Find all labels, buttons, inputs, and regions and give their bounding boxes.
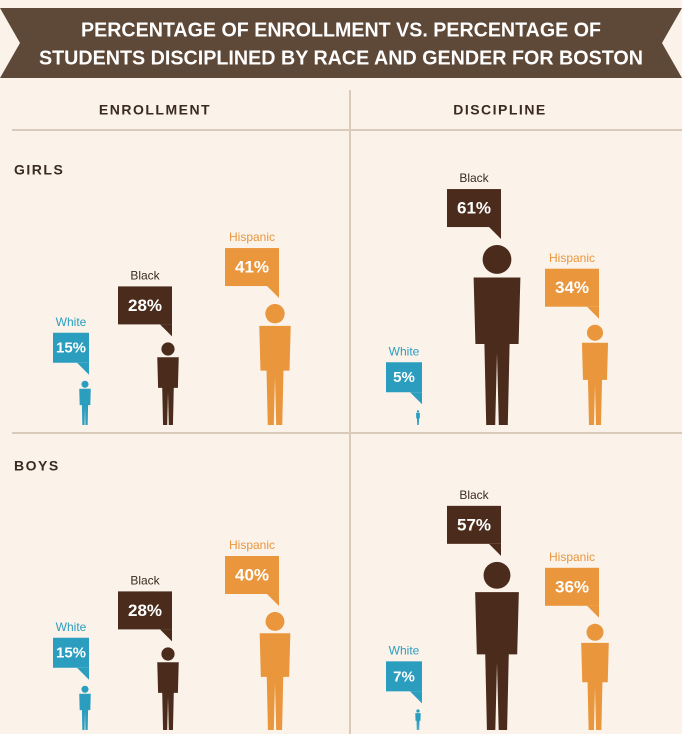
- figure-body: [259, 325, 291, 425]
- category-label: Black: [459, 488, 489, 502]
- figure-head: [81, 685, 89, 693]
- column-header: ENROLLMENT: [99, 102, 211, 118]
- value-label: 40%: [235, 565, 269, 584]
- category-label: Black: [459, 171, 489, 185]
- callout-box: [225, 248, 279, 287]
- value-label: 28%: [128, 296, 162, 315]
- category-label: White: [389, 644, 420, 658]
- figure: [581, 623, 609, 730]
- value-label: 7%: [393, 668, 415, 685]
- category-label: Black: [130, 574, 160, 588]
- category-label: Hispanic: [229, 538, 275, 552]
- figure-head: [482, 245, 512, 274]
- figure-head: [586, 623, 604, 641]
- figure: [259, 304, 291, 425]
- row-header: GIRLS: [14, 162, 64, 178]
- figure-body: [415, 713, 421, 730]
- figure-body: [157, 662, 179, 730]
- figure-body: [475, 592, 519, 730]
- title-line: PERCENTAGE OF ENROLLMENT VS. PERCENTAGE …: [81, 19, 601, 41]
- callout-tail: [77, 362, 89, 375]
- figure-head: [161, 647, 175, 661]
- callout-tail: [587, 306, 599, 319]
- figure: [415, 709, 421, 730]
- figure-body: [157, 357, 179, 425]
- column-header: DISCIPLINE: [453, 102, 547, 118]
- figure: [416, 410, 420, 425]
- figure-body: [416, 412, 420, 425]
- callout-box: [386, 362, 422, 393]
- figure-head: [81, 380, 89, 388]
- callout-box: [118, 591, 172, 630]
- title-banner: [0, 8, 682, 78]
- callout-box: [545, 268, 599, 307]
- figure-head: [586, 324, 604, 341]
- callout-tail: [410, 392, 422, 405]
- callout-box: [545, 567, 599, 606]
- figure: [79, 380, 91, 425]
- figure-body: [79, 693, 91, 730]
- figure: [259, 612, 291, 730]
- figure-body: [79, 388, 91, 425]
- value-label: 28%: [128, 601, 162, 620]
- callout-tail: [489, 227, 501, 240]
- value-label: 15%: [56, 340, 86, 357]
- category-label: Hispanic: [549, 550, 595, 564]
- callout-tail: [77, 667, 89, 680]
- figure: [473, 245, 521, 425]
- value-label: 5%: [393, 369, 415, 386]
- callout-box: [225, 556, 279, 594]
- row-header: BOYS: [14, 458, 60, 474]
- callout-tail: [160, 629, 172, 642]
- figure-body: [473, 277, 521, 425]
- figure-head: [265, 304, 285, 324]
- category-label: Hispanic: [229, 230, 275, 244]
- figure-head: [416, 410, 420, 413]
- callout-box: [447, 189, 501, 228]
- category-label: White: [56, 315, 87, 329]
- value-label: 36%: [555, 577, 589, 596]
- value-label: 34%: [555, 278, 589, 297]
- figure-body: [581, 642, 609, 730]
- figure-head: [265, 612, 285, 631]
- callout-tail: [410, 691, 422, 704]
- figure: [79, 685, 91, 730]
- callout-box: [447, 505, 501, 544]
- category-label: White: [56, 620, 87, 634]
- category-label: Hispanic: [549, 251, 595, 265]
- figure: [157, 342, 179, 425]
- value-label: 57%: [457, 515, 491, 534]
- figure: [581, 324, 609, 425]
- callout-tail: [489, 543, 501, 556]
- callout-box: [118, 286, 172, 325]
- figure-body: [259, 633, 291, 730]
- value-label: 41%: [235, 258, 269, 277]
- callout-tail: [267, 594, 279, 606]
- value-label: 61%: [457, 199, 491, 218]
- figure-body: [581, 342, 609, 425]
- figure-head: [161, 342, 175, 356]
- value-label: 15%: [56, 645, 86, 662]
- figure-head: [483, 561, 511, 589]
- figure: [157, 647, 179, 730]
- category-label: Black: [130, 269, 160, 283]
- title-line: STUDENTS DISCIPLINED BY RACE AND GENDER …: [39, 47, 643, 69]
- callout-box: [53, 637, 89, 668]
- category-label: White: [389, 344, 420, 358]
- callout-tail: [160, 324, 172, 337]
- callout-tail: [587, 605, 599, 618]
- callout-box: [53, 332, 89, 363]
- figure-head: [416, 709, 420, 713]
- callout-tail: [267, 286, 279, 299]
- figure: [475, 561, 519, 730]
- callout-box: [386, 661, 422, 692]
